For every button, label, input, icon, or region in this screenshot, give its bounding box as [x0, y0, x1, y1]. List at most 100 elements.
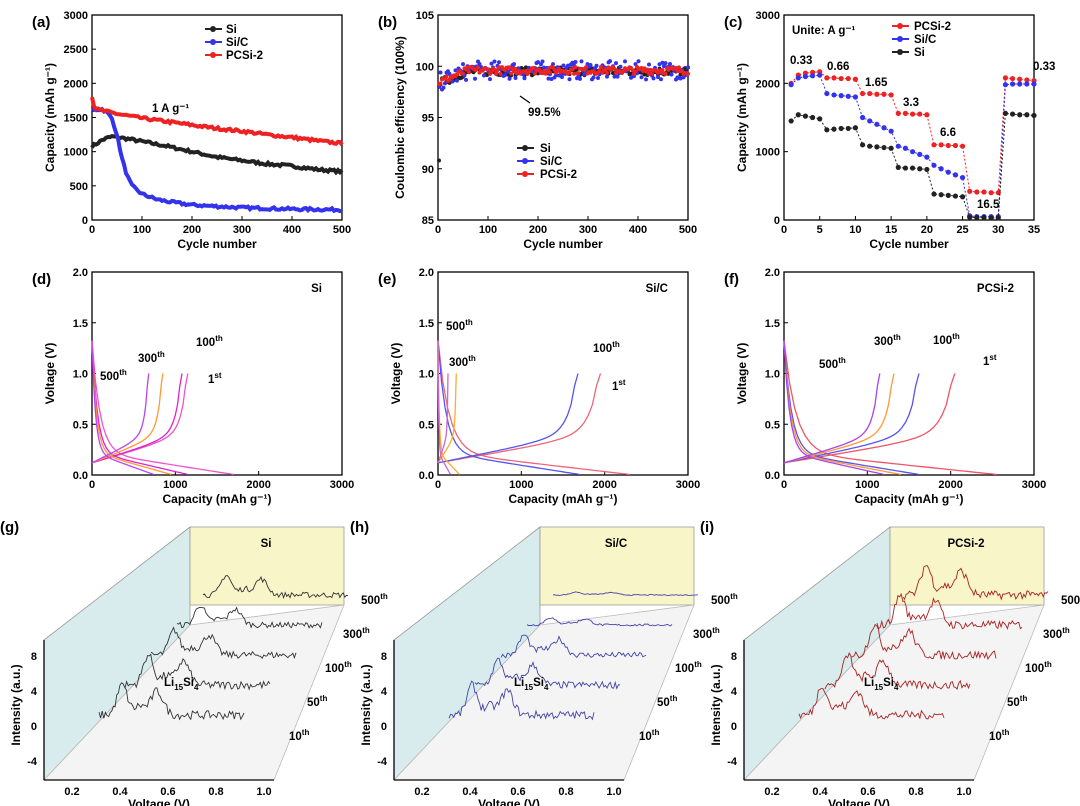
rate-point-PCSi-2 — [888, 92, 894, 98]
x-tick-label-f: 1000 — [855, 479, 879, 491]
panel-title-e: Si/C — [646, 283, 668, 295]
ce-point-PCSi-2 — [639, 65, 644, 70]
y-tick-label-i: -4 — [727, 756, 738, 768]
charge-curve-300th — [91, 373, 164, 464]
rate-point-Si — [795, 112, 801, 118]
ce-point-Si/C — [612, 74, 617, 79]
rate-point-Si — [895, 164, 901, 170]
cycle-label-1st: 1st — [208, 371, 222, 386]
plot-frame-f — [783, 271, 1035, 476]
legend-label-PCSi-2: PCSi-2 — [914, 21, 951, 33]
discharge-curve-300th — [783, 340, 901, 476]
rate-point-Si/C — [809, 73, 816, 79]
panel-label-e: (e) — [378, 271, 396, 288]
ce-point-PCSi-2 — [509, 71, 513, 76]
x-tick-label-g: 0.6 — [160, 786, 175, 798]
y-tick-label-c: 3000 — [756, 10, 780, 22]
rate-point-PCSi-2 — [938, 142, 944, 148]
ce-point-Si/C — [656, 75, 660, 80]
ce-point-PCSi-2 — [660, 68, 665, 73]
dqdv-curve-300th — [176, 606, 323, 629]
charge-curve-300th — [783, 373, 895, 464]
dqdv-curve-100th — [850, 623, 997, 661]
ce-point-PCSi-2 — [648, 67, 653, 72]
rate-point-Si — [1031, 112, 1037, 119]
dqdv-curve-10th — [798, 688, 945, 720]
rate-label: 1.65 — [865, 77, 888, 89]
cycle-label-1st: 1st — [612, 378, 626, 393]
y-tick-label-b: 90 — [422, 164, 434, 176]
x-tick-label-e: 1000 — [509, 479, 533, 491]
ce-point-PCSi-2 — [597, 68, 602, 73]
ce-point-Si — [524, 65, 528, 70]
rate-point-Si — [831, 126, 837, 132]
y-axis-label-b: Coulombic efficiency (100%) — [393, 36, 407, 199]
ce-point-Si/C — [662, 64, 666, 69]
ce-point-PCSi-2 — [605, 71, 609, 76]
dqdv-curve-10th — [98, 682, 245, 721]
ce-point-Si/C — [497, 60, 501, 65]
charge-curve-500th — [437, 373, 449, 464]
panel-title-d: Si — [311, 283, 322, 295]
ce-point-Si/C — [573, 59, 578, 64]
x-axis-label-f: Capacity (mAh g⁻¹) — [854, 492, 963, 506]
rate-point-Si/C — [824, 90, 830, 97]
depth-label-50th: 50th — [657, 694, 677, 709]
depth-label-100th: 100th — [325, 660, 352, 675]
x-tick-label-a: 0 — [89, 224, 95, 236]
y-axis-label-i: Intensity (a.u.) — [709, 664, 723, 745]
depth-label-100th: 100th — [675, 660, 702, 675]
x-tick-label-h: 0.4 — [462, 786, 478, 798]
rate-point-Si — [945, 192, 951, 198]
rate-point-Si/C — [902, 145, 909, 151]
rate-point-PCSi-2 — [924, 112, 930, 118]
ce-point-PCSi-2 — [677, 65, 681, 70]
ce-point-PCSi-2 — [465, 65, 470, 70]
ce-point-Si/C — [473, 76, 477, 81]
y-tick-label-a: 500 — [70, 181, 88, 193]
rate-point-PCSi-2 — [838, 75, 844, 82]
ce-point-PCSi-2 — [647, 71, 651, 76]
ce-point-Si/C — [660, 60, 665, 65]
depth-label-500th: 500th — [361, 592, 388, 607]
rate-point-Si/C — [831, 92, 837, 98]
x-tick-label-c: 0 — [781, 224, 787, 236]
y-tick-label-e: 1.5 — [419, 318, 434, 330]
ce-point-Si/C — [588, 62, 593, 67]
ce-point-Si/C — [686, 65, 690, 70]
x-tick-label-a: 100 — [133, 224, 151, 236]
rate-point-PCSi-2 — [1024, 77, 1030, 83]
y-tick-label-f: 0.0 — [765, 470, 780, 482]
ce-point-Si/C — [615, 74, 620, 79]
rate-point-Si — [974, 215, 980, 221]
ce-point-Si/C — [561, 63, 566, 68]
rate-point-Si/C — [917, 151, 923, 157]
x-tick-label-c: 5 — [817, 224, 823, 236]
dqdv-curve-10th — [448, 680, 595, 721]
depth-label-100th: 100th — [1025, 660, 1052, 675]
ce-point-PCSi-2 — [489, 69, 494, 74]
y-tick-label-a: 0 — [82, 215, 88, 227]
rate-point-Si — [1002, 110, 1009, 116]
x-tick-label-i: 0.4 — [812, 786, 828, 798]
ce-point-Si/C — [461, 62, 465, 67]
ce-point-Si/C — [669, 72, 674, 77]
y-tick-label-b: 95 — [422, 113, 434, 125]
cycle-label-300th: 300th — [449, 354, 476, 369]
ce-point-Si/C — [644, 77, 648, 82]
y-tick-label-d: 1.5 — [73, 318, 88, 330]
ce-point-Si — [485, 72, 489, 77]
ce-point-Si/C — [438, 70, 443, 75]
ce-point-Si/C — [477, 61, 482, 66]
ce-point-PCSi-2 — [492, 67, 497, 72]
depth-label-300th: 300th — [1043, 626, 1070, 641]
discharge-curve-100th — [783, 340, 920, 476]
rate-label: 3.3 — [903, 97, 919, 109]
ce-point-Si/C — [668, 62, 672, 67]
rate-point-Si — [995, 215, 1001, 221]
x-tick-label-b: 300 — [579, 224, 597, 236]
plot-frame-e — [437, 271, 689, 476]
rate-point-Si — [867, 143, 873, 149]
y-tick-label-f: 0.5 — [765, 419, 780, 431]
